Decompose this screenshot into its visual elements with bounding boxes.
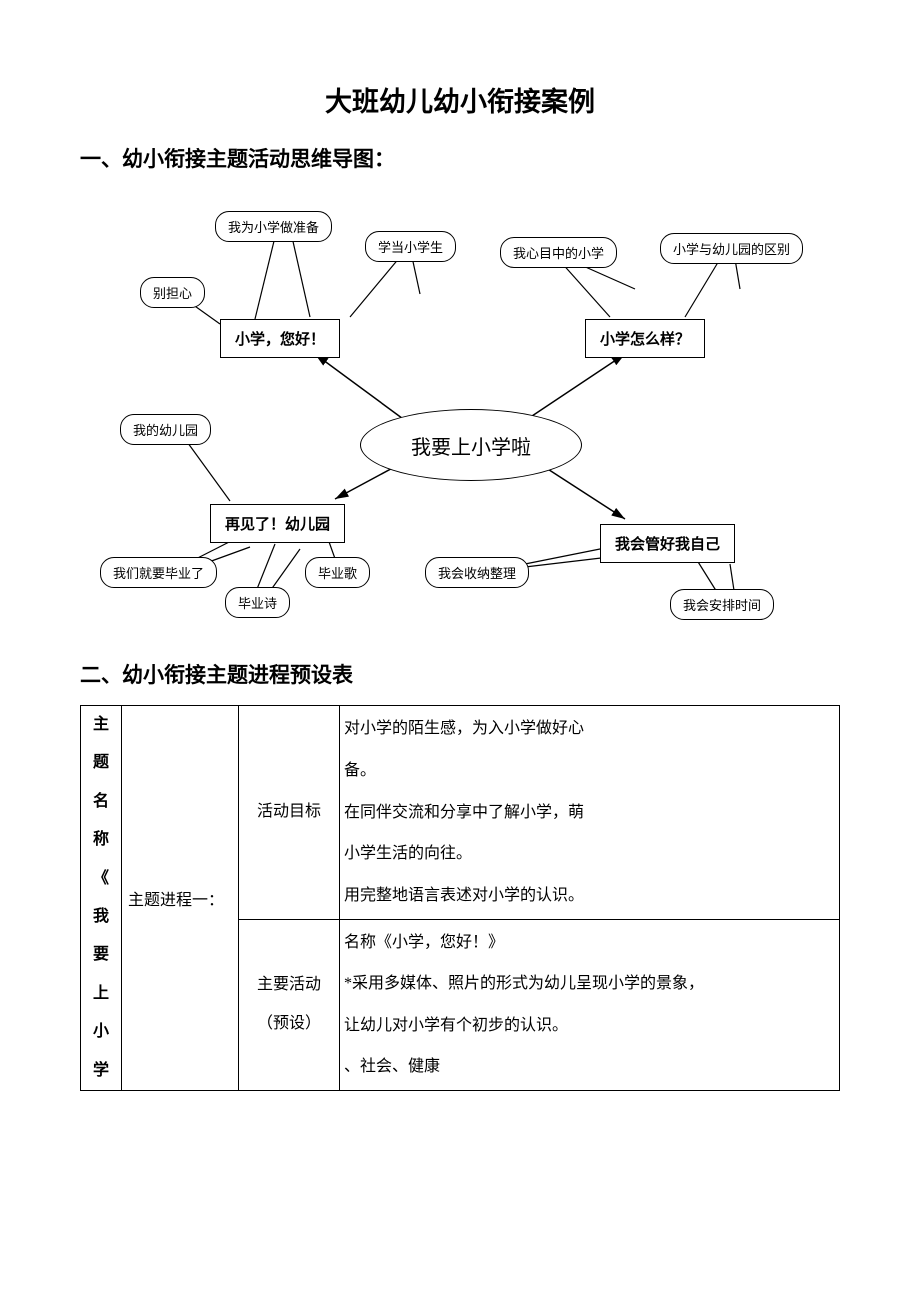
- theme-name-cell: 主题名称《我要上小学: [81, 706, 122, 1091]
- activity-label-cell: 主要活动 （预设）: [239, 919, 340, 1090]
- bubble-be-student: 学当小学生: [365, 231, 456, 262]
- goal-content-cell: 对小学的陌生感，为入小学做好心备。在同伴交流和分享中了解小学，萌小学生活的向往。…: [340, 706, 840, 920]
- bubble-difference: 小学与幼儿园的区别: [660, 233, 803, 264]
- bubble-song: 毕业歌: [305, 557, 370, 588]
- page-title: 大班幼儿幼小衔接案例: [80, 80, 840, 119]
- section1-heading: 一、幼小衔接主题活动思维导图：: [80, 143, 840, 173]
- activity-label-l1: 主要活动: [239, 966, 339, 1004]
- goal-label-cell: 活动目标: [239, 706, 340, 920]
- schedule-table: 主题名称《我要上小学 主题进程一： 活动目标 对小学的陌生感，为入小学做好心备。…: [80, 705, 840, 1091]
- bubble-time: 我会安排时间: [670, 589, 774, 620]
- node-manage-self: 我会管好我自己: [600, 524, 735, 563]
- bubble-graduate: 我们就要毕业了: [100, 557, 217, 588]
- node-hello-school: 小学，您好！: [220, 319, 340, 358]
- bubble-organize: 我会收纳整理: [425, 557, 529, 588]
- mindmap-diagram: 我要上小学啦 小学，您好！ 小学怎么样？ 再见了！幼儿园 我会管好我自己 我为小…: [80, 189, 840, 629]
- bubble-my-kg: 我的幼儿园: [120, 414, 211, 445]
- central-node: 我要上小学啦: [360, 409, 582, 481]
- node-how-school: 小学怎么样？: [585, 319, 705, 358]
- node-bye-kindergarten: 再见了！幼儿园: [210, 504, 345, 543]
- activity-content-cell: 名称《小学，您好！》*采用多媒体、照片的形式为幼儿呈现小学的景象，让幼儿对小学有…: [340, 919, 840, 1090]
- progress-cell: 主题进程一：: [122, 706, 239, 1091]
- bubble-dont-worry: 别担心: [140, 277, 205, 308]
- bubble-my-school: 我心目中的小学: [500, 237, 617, 268]
- activity-label-l2: （预设）: [239, 1005, 339, 1043]
- bubble-prepare: 我为小学做准备: [215, 211, 332, 242]
- section2-heading: 二、幼小衔接主题进程预设表: [80, 659, 840, 689]
- bubble-poem: 毕业诗: [225, 587, 290, 618]
